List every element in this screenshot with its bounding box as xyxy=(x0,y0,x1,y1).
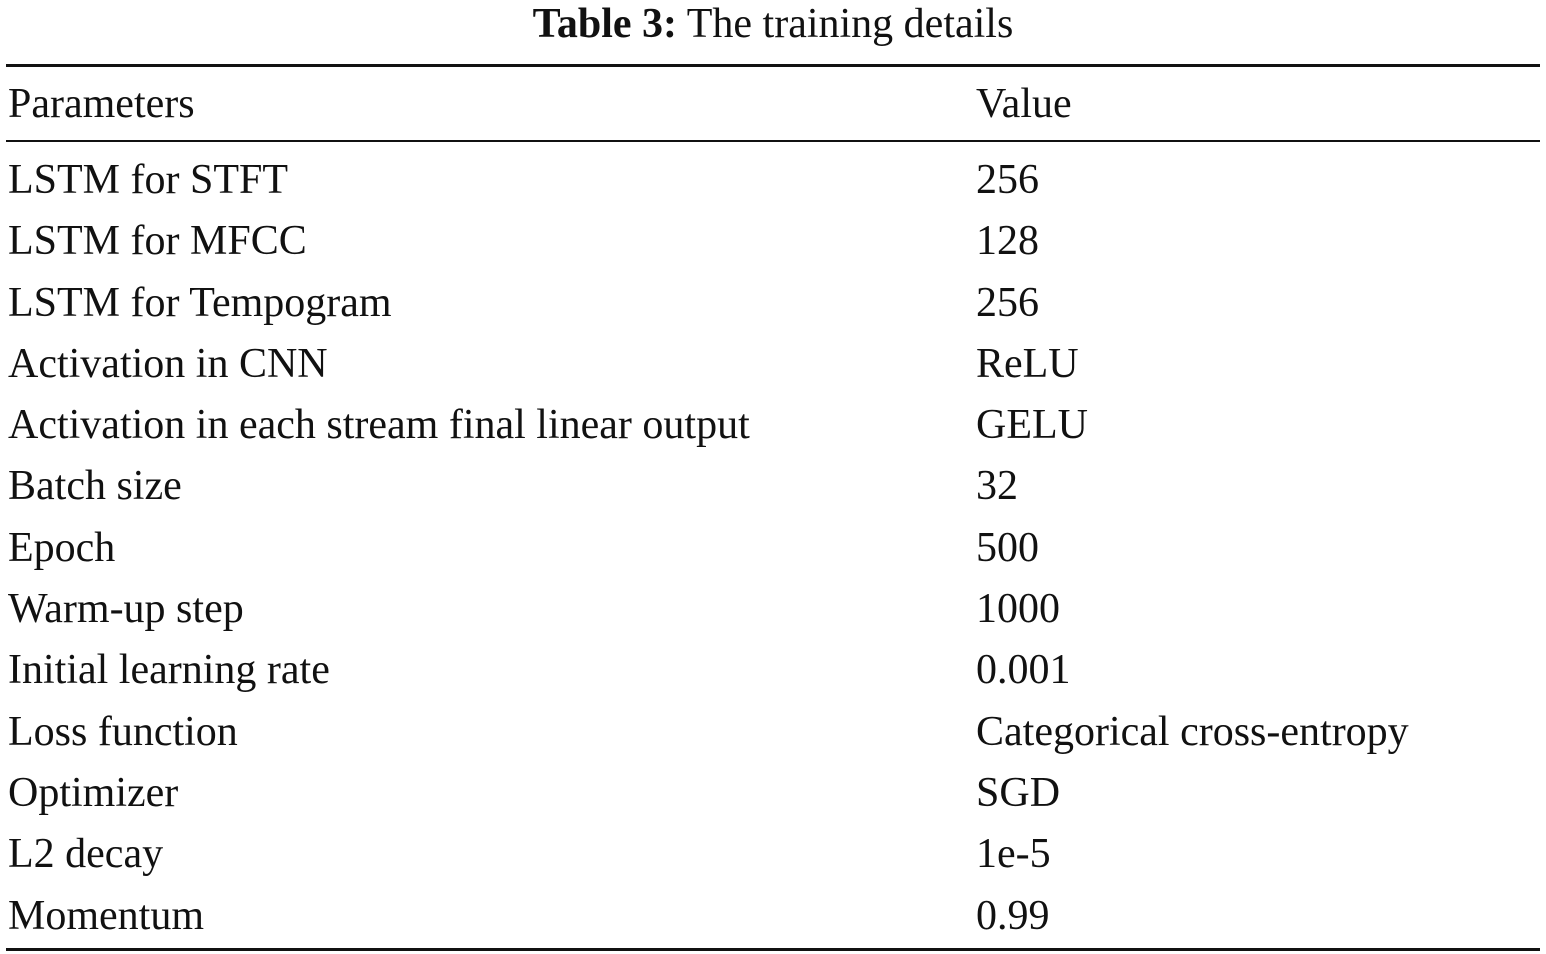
value-cell: 1e-5 xyxy=(976,831,1051,878)
table-caption: Table 3: The training details xyxy=(0,0,1546,50)
parameter-cell: LSTM for STFT xyxy=(8,157,289,203)
value-cell: GELU xyxy=(976,402,1088,449)
table-row: Loss function Categorical cross-entropy xyxy=(0,704,1546,765)
parameter-cell: Initial learning rate xyxy=(8,647,330,694)
parameter-cell: Loss function xyxy=(8,708,238,755)
value-cell: 128 xyxy=(976,218,1039,265)
table-row: L2 decay 1e-5 xyxy=(0,826,1546,887)
table-row: Optimizer SGD xyxy=(0,765,1546,826)
parameter-cell: LSTM for Tempogram xyxy=(8,279,392,326)
header-parameters: Parameters xyxy=(8,81,195,127)
table-header-row: Parameters Value xyxy=(0,76,1546,136)
value-cell: SGD xyxy=(976,769,1061,816)
table-bottom-rule xyxy=(6,948,1540,951)
table-row: Momentum 0.99 xyxy=(0,888,1546,949)
parameter-cell: Epoch xyxy=(8,524,116,571)
value-cell: 0.99 xyxy=(976,892,1050,939)
parameter-cell: L2 decay xyxy=(8,831,164,878)
value-cell: 32 xyxy=(976,463,1018,510)
value-cell: 500 xyxy=(976,524,1039,571)
parameter-cell: Batch size xyxy=(8,463,182,510)
parameter-cell: LSTM for MFCC xyxy=(8,218,307,265)
table-row: Initial learning rate 0.001 xyxy=(0,642,1546,703)
table-row: Activation in each stream final linear o… xyxy=(0,397,1546,458)
header-value: Value xyxy=(976,81,1072,127)
table-body: LSTM for STFT 256 LSTM for MFCC 128 LSTM… xyxy=(0,152,1546,949)
table-caption-label: Table 3: xyxy=(532,1,677,47)
table-row: LSTM for MFCC 128 xyxy=(0,213,1546,274)
table-caption-title: The training details xyxy=(686,1,1014,47)
parameter-cell: Warm-up step xyxy=(8,586,244,633)
parameter-cell: Activation in CNN xyxy=(8,340,328,387)
table-row: LSTM for STFT 256 xyxy=(0,152,1546,213)
table-row: Warm-up step 1000 xyxy=(0,581,1546,642)
value-cell: 256 xyxy=(976,279,1039,326)
table-top-rule xyxy=(6,64,1540,67)
table-row: Epoch 500 xyxy=(0,520,1546,581)
parameter-cell: Momentum xyxy=(8,892,204,939)
table-header-rule xyxy=(6,140,1540,142)
table-row: Activation in CNN ReLU xyxy=(0,336,1546,397)
value-cell: 1000 xyxy=(976,586,1060,633)
table-row: Batch size 32 xyxy=(0,458,1546,519)
value-cell: ReLU xyxy=(976,340,1079,387)
value-cell: Categorical cross-entropy xyxy=(976,708,1409,755)
parameter-cell: Optimizer xyxy=(8,769,179,816)
value-cell: 256 xyxy=(976,157,1039,203)
value-cell: 0.001 xyxy=(976,647,1071,694)
parameter-cell: Activation in each stream final linear o… xyxy=(8,402,750,449)
table-row: LSTM for Tempogram 256 xyxy=(0,275,1546,336)
